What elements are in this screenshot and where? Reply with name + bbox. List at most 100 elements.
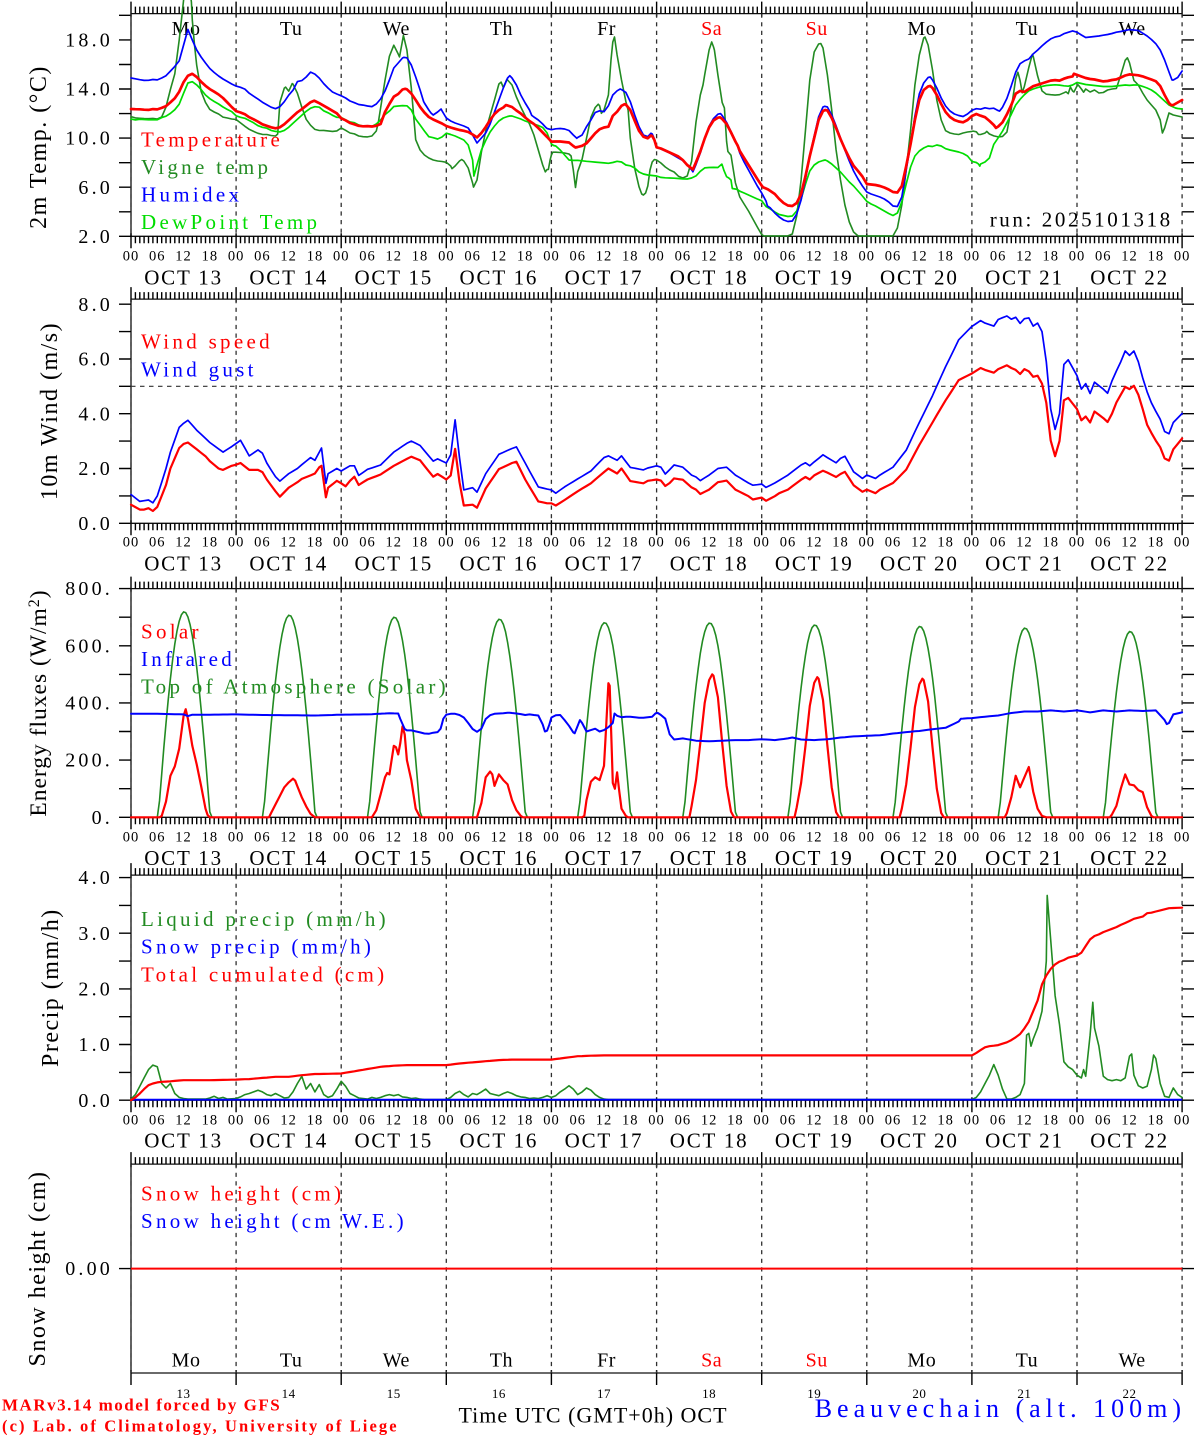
svg-text:18: 18 bbox=[202, 249, 219, 265]
svg-text:06: 06 bbox=[149, 1112, 166, 1128]
svg-text:00: 00 bbox=[228, 829, 245, 845]
svg-text:12: 12 bbox=[280, 534, 297, 550]
svg-text:12: 12 bbox=[596, 534, 613, 550]
svg-text:OCT 21: OCT 21 bbox=[985, 846, 1064, 870]
svg-text:12: 12 bbox=[175, 829, 192, 845]
svg-text:0.00: 0.00 bbox=[65, 1258, 113, 1280]
svg-text:OCT 20: OCT 20 bbox=[880, 552, 959, 576]
svg-text:We: We bbox=[383, 1349, 410, 1371]
svg-text:MARv3.14 model forced by GFS: MARv3.14 model forced by GFS bbox=[2, 1396, 281, 1415]
svg-text:06: 06 bbox=[990, 1112, 1007, 1128]
svg-text:12: 12 bbox=[701, 829, 718, 845]
svg-text:18: 18 bbox=[727, 1112, 744, 1128]
svg-text:18: 18 bbox=[412, 249, 429, 265]
svg-text:We: We bbox=[1118, 1349, 1145, 1371]
svg-text:0.0: 0.0 bbox=[78, 513, 113, 535]
svg-text:OCT 18: OCT 18 bbox=[670, 552, 749, 576]
svg-text:Mo: Mo bbox=[907, 1349, 936, 1371]
svg-text:06: 06 bbox=[675, 1112, 692, 1128]
svg-text:OCT 15: OCT 15 bbox=[354, 552, 433, 576]
svg-text:OCT 16: OCT 16 bbox=[460, 266, 539, 290]
svg-text:00: 00 bbox=[1174, 249, 1191, 265]
svg-text:00: 00 bbox=[123, 534, 140, 550]
svg-text:12: 12 bbox=[280, 829, 297, 845]
svg-text:Snow height (cm W.E.): Snow height (cm W.E.) bbox=[141, 1209, 407, 1233]
svg-text:06: 06 bbox=[885, 829, 902, 845]
svg-text:12: 12 bbox=[175, 249, 192, 265]
svg-text:We: We bbox=[383, 18, 410, 40]
svg-text:12: 12 bbox=[596, 1112, 613, 1128]
svg-text:OCT 22: OCT 22 bbox=[1090, 266, 1169, 290]
svg-text:Wind gust: Wind gust bbox=[141, 358, 257, 382]
svg-text:06: 06 bbox=[359, 534, 376, 550]
svg-text:(c) Lab. of Climatology, Unive: (c) Lab. of Climatology, University of L… bbox=[2, 1417, 399, 1436]
svg-text:200.: 200. bbox=[65, 750, 113, 772]
svg-text:Total cumulated (cm): Total cumulated (cm) bbox=[141, 963, 387, 987]
svg-text:18: 18 bbox=[517, 534, 534, 550]
svg-text:8.0: 8.0 bbox=[78, 294, 113, 316]
svg-text:15: 15 bbox=[387, 1386, 401, 1401]
svg-text:Tu: Tu bbox=[280, 18, 303, 40]
svg-text:OCT 22: OCT 22 bbox=[1090, 846, 1169, 870]
svg-text:12: 12 bbox=[1121, 829, 1138, 845]
svg-text:18: 18 bbox=[202, 829, 219, 845]
svg-text:OCT 15: OCT 15 bbox=[354, 266, 433, 290]
svg-text:400.: 400. bbox=[65, 693, 113, 715]
svg-text:06: 06 bbox=[885, 1112, 902, 1128]
svg-text:06: 06 bbox=[359, 249, 376, 265]
svg-text:600.: 600. bbox=[65, 635, 113, 657]
svg-text:4.0: 4.0 bbox=[78, 403, 113, 425]
svg-text:Temperature: Temperature bbox=[141, 128, 283, 152]
svg-text:00: 00 bbox=[859, 829, 876, 845]
svg-text:OCT 21: OCT 21 bbox=[985, 552, 1064, 576]
svg-text:06: 06 bbox=[149, 249, 166, 265]
svg-text:Energy fluxes (W/m2): Energy fluxes (W/m2) bbox=[26, 589, 52, 816]
svg-text:Fr: Fr bbox=[597, 18, 616, 40]
svg-text:10.0: 10.0 bbox=[65, 128, 113, 150]
svg-text:00: 00 bbox=[964, 1112, 981, 1128]
svg-text:16: 16 bbox=[492, 1386, 506, 1401]
svg-text:18: 18 bbox=[727, 534, 744, 550]
svg-text:OCT 19: OCT 19 bbox=[775, 1129, 854, 1153]
svg-text:00: 00 bbox=[648, 1112, 665, 1128]
svg-text:Th: Th bbox=[490, 18, 513, 40]
svg-text:06: 06 bbox=[885, 534, 902, 550]
svg-text:06: 06 bbox=[254, 249, 271, 265]
svg-text:12: 12 bbox=[911, 1112, 928, 1128]
svg-text:00: 00 bbox=[543, 1112, 560, 1128]
svg-text:00: 00 bbox=[964, 829, 981, 845]
svg-text:00: 00 bbox=[859, 249, 876, 265]
svg-text:00: 00 bbox=[648, 249, 665, 265]
svg-text:OCT 18: OCT 18 bbox=[670, 266, 749, 290]
svg-text:18: 18 bbox=[307, 829, 324, 845]
svg-text:OCT 13: OCT 13 bbox=[144, 266, 223, 290]
svg-text:OCT 14: OCT 14 bbox=[249, 846, 328, 870]
svg-text:Snow height (cm): Snow height (cm) bbox=[25, 1171, 51, 1367]
svg-text:18: 18 bbox=[937, 829, 954, 845]
svg-text:18: 18 bbox=[517, 829, 534, 845]
svg-text:2m Temp. (°C): 2m Temp. (°C) bbox=[26, 65, 52, 229]
svg-text:Infrared: Infrared bbox=[141, 647, 235, 671]
svg-text:10m Wind (m/s): 10m Wind (m/s) bbox=[37, 322, 63, 500]
svg-text:4.0: 4.0 bbox=[78, 867, 113, 889]
svg-text:06: 06 bbox=[569, 534, 586, 550]
svg-text:Su: Su bbox=[806, 1349, 828, 1371]
svg-text:00: 00 bbox=[753, 829, 770, 845]
svg-text:12: 12 bbox=[1121, 1112, 1138, 1128]
svg-text:run: 2025101318: run: 2025101318 bbox=[990, 208, 1173, 232]
svg-text:Th: Th bbox=[490, 1349, 513, 1371]
svg-text:00: 00 bbox=[123, 249, 140, 265]
svg-text:06: 06 bbox=[149, 534, 166, 550]
svg-text:0.0: 0.0 bbox=[78, 1090, 113, 1112]
svg-text:06: 06 bbox=[1095, 1112, 1112, 1128]
svg-text:OCT 17: OCT 17 bbox=[565, 552, 644, 576]
svg-text:18: 18 bbox=[307, 249, 324, 265]
svg-text:OCT 16: OCT 16 bbox=[460, 846, 539, 870]
svg-text:18: 18 bbox=[1148, 534, 1165, 550]
svg-text:Sa: Sa bbox=[701, 18, 722, 40]
svg-text:OCT 22: OCT 22 bbox=[1090, 1129, 1169, 1153]
svg-text:00: 00 bbox=[123, 1112, 140, 1128]
svg-text:06: 06 bbox=[464, 1112, 481, 1128]
svg-text:06: 06 bbox=[569, 249, 586, 265]
svg-text:Tu: Tu bbox=[1016, 1349, 1039, 1371]
